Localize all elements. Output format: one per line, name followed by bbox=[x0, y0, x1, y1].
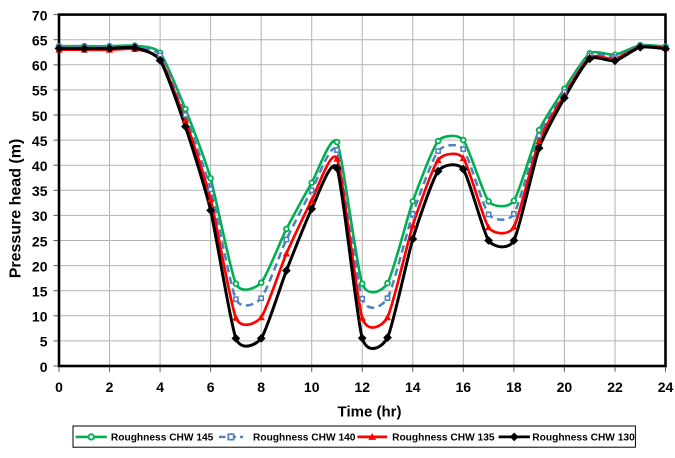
svg-text:12: 12 bbox=[354, 379, 370, 395]
svg-text:20: 20 bbox=[32, 258, 48, 274]
svg-text:15: 15 bbox=[32, 284, 48, 300]
svg-text:22: 22 bbox=[607, 379, 623, 395]
svg-text:Time (hr): Time (hr) bbox=[338, 404, 402, 421]
svg-text:0: 0 bbox=[40, 359, 48, 375]
svg-text:24: 24 bbox=[658, 379, 674, 395]
svg-text:Roughness CHW 140: Roughness CHW 140 bbox=[253, 432, 356, 443]
svg-text:55: 55 bbox=[32, 83, 48, 99]
svg-text:45: 45 bbox=[32, 133, 48, 149]
svg-text:0: 0 bbox=[55, 379, 63, 395]
svg-text:35: 35 bbox=[32, 183, 48, 199]
svg-text:40: 40 bbox=[32, 158, 48, 174]
svg-text:5: 5 bbox=[40, 334, 48, 350]
svg-text:Roughness CHW 135: Roughness CHW 135 bbox=[392, 432, 495, 443]
svg-text:50: 50 bbox=[32, 108, 48, 124]
svg-text:70: 70 bbox=[32, 7, 48, 23]
svg-text:18: 18 bbox=[506, 379, 522, 395]
svg-text:14: 14 bbox=[405, 379, 421, 395]
svg-text:30: 30 bbox=[32, 208, 48, 224]
svg-text:2: 2 bbox=[106, 379, 114, 395]
svg-text:Roughness CHW 130: Roughness CHW 130 bbox=[532, 432, 635, 443]
svg-text:6: 6 bbox=[207, 379, 215, 395]
svg-text:10: 10 bbox=[32, 309, 48, 325]
svg-text:10: 10 bbox=[304, 379, 320, 395]
svg-text:Pressure head (m): Pressure head (m) bbox=[7, 139, 24, 279]
svg-text:20: 20 bbox=[557, 379, 573, 395]
svg-text:16: 16 bbox=[456, 379, 472, 395]
svg-text:25: 25 bbox=[32, 233, 48, 249]
svg-text:4: 4 bbox=[156, 379, 164, 395]
svg-text:60: 60 bbox=[32, 58, 48, 74]
svg-text:65: 65 bbox=[32, 33, 48, 49]
svg-text:8: 8 bbox=[257, 379, 265, 395]
svg-text:Roughness CHW 145: Roughness CHW 145 bbox=[111, 432, 214, 443]
